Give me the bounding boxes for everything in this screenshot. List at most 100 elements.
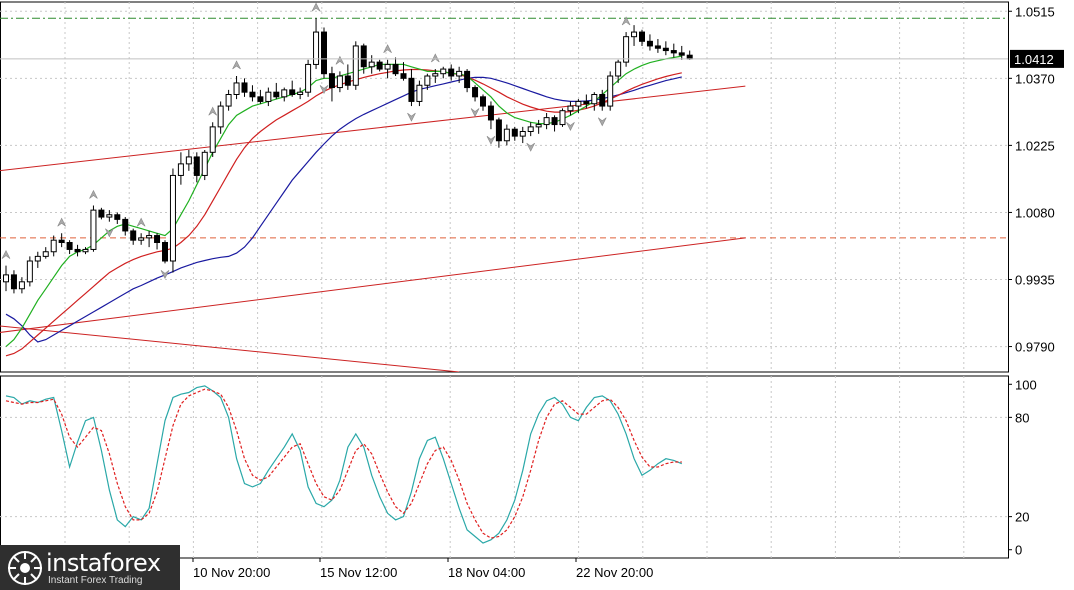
price-tick-label: 1.0515 — [1015, 4, 1055, 19]
candle-body — [233, 82, 240, 95]
trend-line — [0, 237, 746, 333]
grid — [0, 1, 1009, 559]
fractal-up-marker — [208, 106, 217, 116]
fractal-up-marker — [89, 189, 98, 199]
current-price-label: 1.0412 — [1014, 52, 1054, 67]
candle-body — [368, 61, 375, 68]
fractal-down-marker — [407, 112, 416, 122]
candle-body — [480, 96, 486, 107]
candle-body — [50, 239, 57, 253]
candle-body — [670, 50, 677, 54]
candle-body — [321, 31, 327, 75]
fractal-down-marker — [566, 122, 575, 131]
candle-body — [10, 274, 17, 290]
fractal-up-marker — [431, 53, 440, 63]
candle-body — [154, 235, 161, 243]
fractal-up-marker — [383, 44, 392, 54]
current-price-box — [1010, 49, 1064, 68]
candle-body — [678, 52, 685, 56]
price-axis: 1.0515 1.0370 1.0225 1.0080 0.9935 0.9790 100 8… — [1008, 4, 1064, 558]
candle-body — [360, 45, 367, 68]
candle-body — [543, 117, 550, 126]
candle-body — [535, 124, 542, 128]
candle-body — [495, 119, 502, 142]
fractal-up-marker — [1, 249, 11, 259]
candle-body — [273, 91, 280, 98]
candle-body — [58, 239, 65, 243]
candle-body — [376, 61, 383, 70]
candle-body — [424, 75, 431, 86]
candle-body — [416, 84, 423, 102]
candle-body — [114, 214, 121, 220]
candle-body — [487, 105, 494, 121]
logo-tagline: Instant Forex Trading — [48, 575, 143, 586]
candle-body — [26, 260, 33, 283]
candle-body — [464, 70, 471, 89]
candle-body — [519, 131, 526, 137]
instaforex-logo: instaforex Instant Forex Trading — [0, 545, 180, 590]
candle-body — [98, 209, 105, 218]
candle-body — [249, 91, 256, 98]
fractal-down-marker — [470, 108, 480, 118]
stochastic-plot — [5, 385, 683, 544]
candle-body — [646, 40, 653, 47]
candle-body — [392, 63, 399, 75]
candle-body — [448, 68, 455, 77]
stochastic-panel — [5, 385, 683, 544]
main-price-panel — [0, 2, 1008, 372]
fractal-up-marker — [311, 2, 321, 12]
candle-body — [185, 156, 192, 165]
fractal-up-marker — [335, 55, 345, 65]
fractal-down-marker — [526, 142, 535, 152]
candle-body — [527, 126, 534, 132]
stochastic-tick-label: 80 — [1015, 410, 1029, 425]
fractal-up-marker — [136, 217, 146, 227]
candle-body — [400, 73, 407, 79]
candle-body — [591, 94, 598, 105]
candle-body — [241, 82, 248, 93]
candle-body — [42, 251, 49, 257]
candle-body — [472, 87, 479, 98]
fractal-down-marker — [597, 117, 607, 127]
moving-average-fast — [5, 55, 682, 348]
candle-body — [297, 91, 304, 95]
candle-body — [313, 31, 320, 65]
candle-body — [575, 100, 582, 107]
trend-line — [0, 325, 460, 372]
candle-body — [408, 77, 415, 102]
candle-body — [440, 68, 447, 75]
candle-body — [503, 128, 510, 142]
stochastic-tick-label: 20 — [1015, 510, 1029, 525]
candle-body — [225, 94, 232, 107]
price-tick-label: 1.0080 — [1015, 205, 1055, 220]
price-tick-label: 1.0370 — [1015, 71, 1055, 86]
candle-body — [639, 31, 645, 42]
candle-body — [169, 174, 176, 262]
candle-body — [686, 54, 693, 60]
candle-body — [265, 91, 272, 102]
candle-body — [615, 61, 622, 77]
stochastic-signal-line — [5, 388, 682, 539]
candle-body — [217, 105, 224, 128]
trend-line — [0, 85, 746, 172]
candle-body — [654, 45, 661, 49]
candle-body — [511, 128, 518, 137]
candle-body — [344, 75, 351, 86]
time-tick-label: 18 Nov 04:00 — [448, 565, 525, 580]
instaforex-logo-icon — [8, 551, 42, 585]
candle-body — [551, 117, 558, 126]
candle-body — [90, 209, 97, 250]
candle-body — [567, 105, 574, 112]
candle-body — [583, 100, 590, 105]
candle-body — [352, 45, 359, 86]
fractal-down-marker — [160, 270, 170, 279]
candle-body — [599, 94, 606, 107]
candle-body — [34, 255, 41, 262]
candle-body — [193, 156, 200, 176]
candle-body — [82, 248, 89, 253]
candle-body — [631, 31, 638, 38]
candle-body — [607, 75, 614, 107]
time-tick-label: 15 Nov 12:00 — [320, 565, 397, 580]
fractal-down-marker — [486, 135, 496, 145]
fractal-up-marker — [621, 16, 631, 26]
